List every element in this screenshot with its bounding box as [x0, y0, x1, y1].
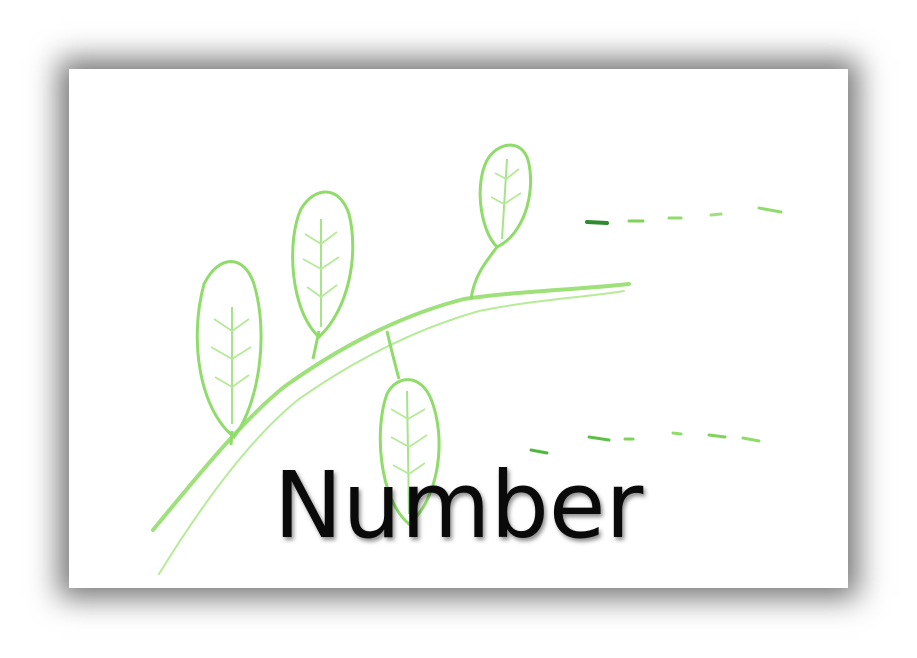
branch-stem — [151, 282, 631, 532]
leaf-hanging-icon — [378, 330, 441, 526]
leaf-top-right-icon — [469, 143, 533, 300]
branch-stem-outline — [158, 290, 625, 575]
caption-word: Number — [273, 452, 644, 559]
dashed-line-lower — [529, 431, 761, 455]
branch-sketch — [151, 143, 783, 575]
leaf-left-icon — [195, 260, 263, 446]
picture-card: Number — [69, 69, 848, 588]
dashed-line-upper — [585, 206, 783, 225]
leaf-upper-middle-icon — [291, 190, 355, 360]
